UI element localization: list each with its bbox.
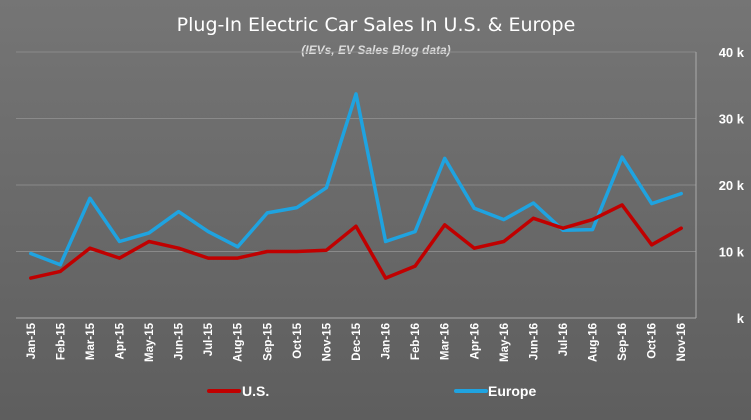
x-tick-label: Apr-16 (469, 323, 481, 359)
data-point-u-s (561, 226, 565, 230)
x-tick-label: Jan-16 (381, 323, 393, 359)
data-point-u-s (117, 256, 121, 260)
x-tick-label: Aug-16 (588, 323, 600, 362)
data-point-europe (354, 92, 358, 96)
x-tick-label: Oct-15 (292, 322, 304, 358)
x-tick-label: Sep-16 (617, 323, 629, 361)
data-point-u-s (206, 256, 210, 260)
data-point-u-s (620, 203, 624, 207)
data-point-u-s (354, 224, 358, 228)
data-point-europe (650, 202, 654, 206)
x-tick-label: Oct-16 (647, 323, 659, 359)
data-point-u-s (295, 250, 299, 253)
x-tick-label: May-15 (144, 322, 156, 362)
legend: U.S. Europe (207, 383, 536, 399)
data-point-u-s (650, 243, 654, 247)
data-point-europe (324, 186, 328, 190)
data-point-u-s (502, 240, 506, 244)
data-point-u-s (384, 276, 388, 280)
y-axis-ticks: k 10 k 20 k 30 k 40 k (719, 45, 745, 326)
x-tick-label: Jul-15 (203, 322, 215, 356)
data-point-europe (206, 230, 210, 234)
data-point-u-s (236, 256, 240, 260)
series-lines (29, 92, 683, 280)
x-tick-label: Jan-15 (26, 322, 38, 359)
chart-subtitle: (IEVs, EV Sales Blog data) (301, 43, 450, 57)
x-tick-label: Nov-15 (321, 322, 333, 361)
data-point-europe (531, 201, 535, 205)
x-tick-label: Aug-15 (233, 322, 245, 362)
x-tick-label: Mar-16 (440, 323, 452, 360)
x-tick-label: Dec-15 (351, 322, 363, 360)
data-point-u-s (443, 223, 447, 227)
data-point-europe (88, 196, 92, 200)
data-point-u-s (265, 250, 269, 253)
data-point-europe (413, 230, 417, 234)
y-tick-label: 30 k (719, 112, 745, 127)
data-point-u-s (147, 240, 151, 244)
series-line-u-s (29, 203, 683, 280)
data-point-u-s (58, 269, 62, 273)
data-point-europe (177, 210, 181, 214)
data-point-europe (147, 231, 151, 235)
legend-label-europe: Europe (488, 383, 536, 399)
data-point-u-s (472, 246, 476, 250)
x-tick-label: Jun-16 (528, 323, 540, 360)
data-point-europe (384, 240, 388, 244)
x-tick-label: Feb-15 (55, 322, 67, 360)
data-point-europe (472, 206, 476, 210)
data-point-europe (58, 263, 62, 267)
data-point-u-s (88, 246, 92, 250)
x-tick-label: Jun-15 (174, 322, 186, 360)
data-point-europe (679, 192, 683, 196)
x-tick-label: Apr-15 (114, 322, 126, 359)
data-point-europe (502, 218, 506, 222)
y-tick-label: 10 k (719, 245, 745, 260)
x-tick-label: Jul-16 (558, 323, 570, 356)
data-point-u-s (413, 264, 417, 268)
x-tick-label: Nov-16 (676, 323, 688, 361)
legend-label-u-s: U.S. (242, 383, 269, 399)
data-point-u-s (591, 218, 595, 222)
data-point-u-s (29, 276, 33, 280)
data-point-europe (265, 211, 269, 215)
series-line-europe (29, 92, 683, 267)
x-tick-label: Feb-16 (410, 323, 422, 360)
data-point-europe (620, 155, 624, 159)
x-axis-ticks: Jan-15 Feb-15 Mar-15 Apr-15 May-15 Jun-15 Jul-… (26, 322, 688, 362)
axes (16, 52, 697, 319)
chart-title: Plug-In Electric Car Sales In U.S. & Eur… (177, 14, 576, 36)
data-point-europe (117, 240, 121, 244)
data-point-u-s (679, 226, 683, 230)
data-point-u-s (324, 248, 328, 252)
data-point-u-s (177, 246, 181, 250)
data-point-europe (443, 156, 447, 160)
y-tick-label: k (737, 311, 745, 326)
data-point-europe (29, 251, 33, 255)
data-point-europe (591, 228, 595, 232)
y-tick-label: 20 k (719, 178, 745, 193)
x-tick-label: Sep-15 (262, 322, 274, 360)
x-tick-label: Mar-15 (85, 322, 97, 360)
data-point-europe (295, 206, 299, 210)
y-tick-label: 40 k (719, 45, 745, 60)
grid-lines (16, 51, 696, 252)
x-tick-label: May-16 (499, 323, 511, 362)
data-point-europe (236, 245, 240, 249)
data-point-u-s (531, 216, 535, 220)
